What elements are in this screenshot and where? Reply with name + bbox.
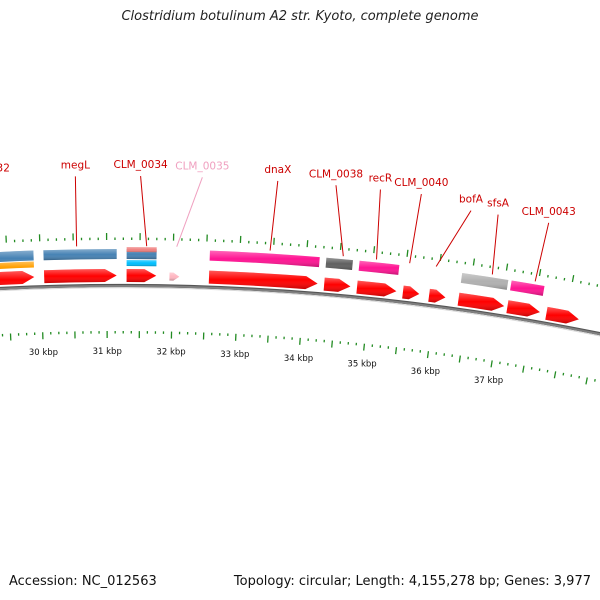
gene-label: megL (61, 159, 90, 171)
gene-leader-line (409, 193, 422, 264)
gene-leader-line (176, 177, 203, 247)
cds-arrow-shading (43, 269, 117, 284)
cds-arrow-shading (506, 300, 540, 317)
gene-leader-line (335, 185, 344, 257)
feature-bar-shading (510, 280, 545, 296)
scale-label: 31 kbp (93, 347, 122, 357)
outer-tick-mark (406, 249, 409, 257)
backbone-shadow (0, 287, 600, 337)
inner-tick-mark (394, 347, 398, 355)
feature-bar-shading (43, 249, 117, 261)
gene-label: dnaX (264, 164, 291, 176)
outer-tick-mark (373, 246, 376, 254)
gene-leader-line (269, 180, 279, 251)
cds-arrow-shading (402, 285, 420, 300)
cds-arrow-shading (169, 272, 180, 281)
feature-bar-shading (126, 247, 157, 253)
gene-leader-line (491, 214, 499, 275)
scale-label: 33 kbp (220, 350, 249, 360)
inner-tick-mark (331, 340, 334, 348)
outer-tick-mark (538, 269, 542, 277)
gene-label: CLM_0034 (113, 159, 168, 171)
features-layer (0, 247, 545, 296)
inner-tick-mark (363, 343, 366, 351)
feature-bar-shading (126, 260, 157, 267)
gene-label: CLM_0040 (394, 177, 448, 189)
inner-tick-mark (585, 377, 588, 385)
scale-label: 32 kbp (156, 348, 185, 358)
cds-arrow-shading (428, 288, 446, 303)
backbone-line (0, 285, 600, 336)
scale-label: 30 kbp (29, 348, 58, 358)
cds-layer (0, 269, 579, 324)
scale-label: 37 kbp (474, 376, 503, 386)
inner-tick-mark (522, 365, 525, 373)
inner-tick-mark (299, 337, 301, 345)
outer-tick-mark (339, 242, 342, 250)
scale-label: 35 kbp (347, 360, 376, 370)
cds-arrow-shading (208, 270, 318, 290)
inner-tick-mark (490, 360, 493, 368)
gene-leader-line (435, 210, 472, 267)
outer-tick-mark (505, 263, 509, 271)
outer-tick-mark (571, 274, 575, 283)
feature-bar-shading (209, 250, 320, 268)
genome-summary-text: Topology: circular; Length: 4,155,278 bp… (233, 574, 591, 589)
gene-leader-line (74, 176, 78, 247)
feature-bar-shading (325, 257, 353, 271)
feature-bar-shading (0, 261, 34, 269)
tick-marks-layer (1, 233, 599, 385)
cds-arrow-shading (356, 280, 397, 297)
outer-tick-mark (306, 240, 309, 248)
inner-tick-mark (458, 355, 461, 363)
gene-label: sfsA (487, 198, 510, 210)
feature-bar-shading (358, 260, 400, 275)
cds-arrow-shading (323, 277, 351, 292)
gene-label: CLM_0038 (309, 168, 363, 180)
inner-tick-mark (426, 351, 430, 359)
feature-bar-shading (460, 273, 509, 290)
gene-label: bofA (459, 194, 484, 206)
cds-arrow-shading (0, 270, 35, 285)
inner-tick-mark (594, 379, 596, 382)
gene-leader-line (140, 176, 148, 247)
cds-arrow-shading (126, 269, 157, 283)
gene-label: CLM_0043 (522, 206, 576, 218)
genome-title: Clostridium botulinum A2 str. Kyoto, com… (121, 9, 479, 24)
feature-bar-shading (0, 250, 34, 262)
accession-text: Accession: NC_012563 (9, 574, 157, 589)
backbone-layer (0, 283, 600, 337)
inner-tick-mark (553, 371, 557, 379)
scale-label: 36 kbp (411, 367, 440, 377)
cds-arrow-shading (457, 292, 505, 311)
gene-label: CLM_0035 (175, 160, 229, 172)
gene-leader-line (534, 222, 550, 282)
cds-arrow-shading (545, 306, 579, 324)
gene-label: recR (369, 172, 393, 184)
outer-tick-mark (472, 258, 476, 266)
gene-labels-layer: CLM_0032 megL CLM_0034 CLM_0035 dnaX CLM_0038… (0, 159, 576, 282)
gene-leader-line (376, 189, 381, 260)
scale-label: 34 kbp (284, 354, 313, 364)
gene-label: CLM_0032 (0, 163, 10, 175)
